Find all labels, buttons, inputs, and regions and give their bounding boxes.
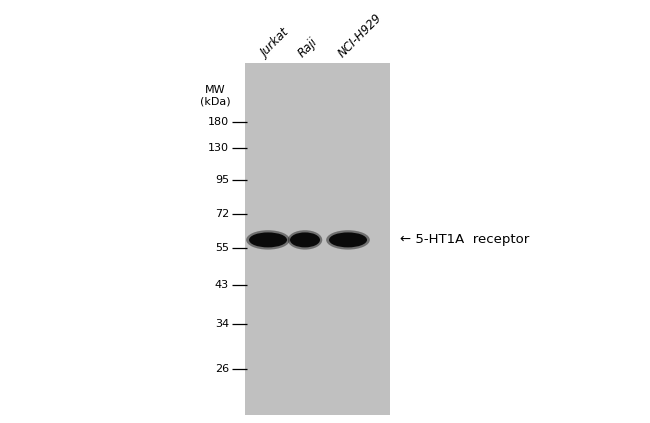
Text: 43: 43 bbox=[215, 280, 229, 290]
Text: Raji: Raji bbox=[296, 35, 320, 60]
Text: NCI-H929: NCI-H929 bbox=[336, 11, 385, 60]
Text: 34: 34 bbox=[215, 319, 229, 329]
Bar bbox=[245, 63, 390, 415]
Text: 26: 26 bbox=[215, 364, 229, 374]
Text: 180: 180 bbox=[208, 118, 229, 127]
Text: MW
(kDa): MW (kDa) bbox=[200, 85, 230, 107]
Text: Jurkat: Jurkat bbox=[259, 26, 292, 60]
Text: 72: 72 bbox=[214, 209, 229, 220]
Ellipse shape bbox=[249, 232, 287, 247]
Ellipse shape bbox=[329, 232, 367, 247]
Text: ← 5-HT1A  receptor: ← 5-HT1A receptor bbox=[400, 233, 529, 247]
Ellipse shape bbox=[290, 232, 320, 247]
Ellipse shape bbox=[246, 230, 290, 250]
Ellipse shape bbox=[288, 230, 322, 250]
Text: 130: 130 bbox=[208, 143, 229, 153]
Ellipse shape bbox=[326, 230, 370, 250]
Text: 95: 95 bbox=[215, 175, 229, 185]
Text: 55: 55 bbox=[215, 243, 229, 253]
